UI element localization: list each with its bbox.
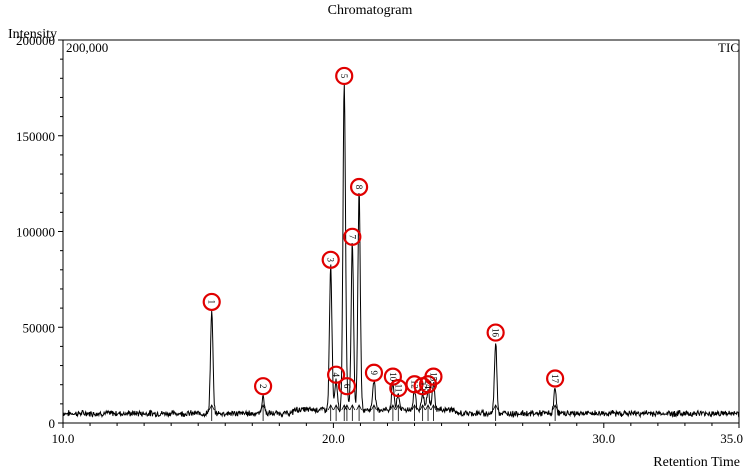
- peak-marker-circle: [405, 375, 424, 394]
- peak-marker-circle: [364, 363, 384, 382]
- peak-marker-circle: [335, 66, 354, 86]
- x-axis-ticks: 10.0 20.0 30.0 35.0: [52, 423, 743, 446]
- y-axis-ticks: 0 50000 100000 150000 200000: [16, 33, 63, 431]
- peak-marker-circle: [327, 365, 346, 384]
- peak-marker-circle: [202, 292, 221, 312]
- peak-label: 16: [491, 328, 501, 338]
- peak-marker-circle: [486, 323, 505, 342]
- peak-arrowhead: [395, 404, 402, 411]
- peak-arrowhead: [208, 404, 215, 411]
- trace-label: TIC: [718, 40, 739, 55]
- peak-arrowhead: [341, 404, 348, 411]
- x-tick-label: 35.0: [720, 431, 743, 446]
- peak-arrowhead: [371, 404, 377, 411]
- peak-marker-circle: [349, 177, 369, 197]
- peak-arrows: [208, 404, 558, 421]
- x-axis-label: Retention Time: [653, 455, 740, 470]
- peak-marker-circle: [383, 367, 402, 386]
- chart-title: Chromatogram: [328, 3, 413, 18]
- peak-arrowhead: [333, 404, 339, 411]
- peak-label: 4: [331, 372, 341, 377]
- y-tick-label: 150000: [16, 129, 55, 144]
- x-tick-label: 30.0: [592, 431, 615, 446]
- peak-label: 3: [326, 258, 336, 263]
- peak-arrowhead: [419, 404, 426, 411]
- peak-arrowhead: [425, 404, 431, 411]
- peak-marker-circle: [343, 227, 362, 246]
- peak-label: 17: [550, 374, 560, 384]
- peak-label: 1: [207, 300, 217, 305]
- y-tick-label: 200000: [16, 33, 55, 48]
- peak-label: 13: [418, 382, 428, 392]
- peak-arrowhead: [430, 404, 437, 411]
- peak-arrowhead: [260, 404, 266, 411]
- peak-arrowhead: [349, 404, 356, 411]
- peak-label: 8: [354, 185, 364, 190]
- peak-arrowhead: [411, 404, 418, 411]
- peak-marker-circle: [337, 377, 357, 396]
- inner-scale-label: 200,000: [66, 40, 108, 55]
- y-axis-label: Intensity: [8, 27, 57, 42]
- peak-arrowhead: [552, 404, 558, 411]
- peak-marker-circle: [546, 369, 565, 388]
- y-tick-label: 50000: [23, 320, 56, 335]
- x-tick-label: 20.0: [322, 431, 345, 446]
- tic-trace: [62, 83, 740, 419]
- peak-label: 9: [369, 371, 379, 376]
- peak-arrowhead: [344, 404, 350, 411]
- peak-label: 14: [423, 380, 433, 390]
- x-tick-label: 10.0: [52, 431, 75, 446]
- peak-label: 10: [388, 372, 398, 382]
- peak-label: 6: [342, 384, 352, 389]
- peak-label: 11: [393, 384, 403, 393]
- y-tick-label: 100000: [16, 225, 55, 240]
- peak-label: 2: [258, 384, 268, 389]
- y-tick-label: 0: [49, 416, 56, 431]
- peak-label: 15: [428, 372, 438, 382]
- plot-frame: [62, 39, 740, 424]
- peak-arrowhead: [327, 404, 334, 411]
- peak-label: 5: [339, 74, 349, 79]
- peak-marker-circle: [321, 250, 340, 269]
- peak-label: 7: [347, 235, 357, 240]
- peak-marker-circle: [253, 377, 273, 396]
- peak-arrowhead: [390, 404, 396, 411]
- peak-marker-circle: [424, 367, 443, 386]
- peak-arrowhead: [492, 404, 499, 411]
- peak-arrowhead: [356, 404, 362, 411]
